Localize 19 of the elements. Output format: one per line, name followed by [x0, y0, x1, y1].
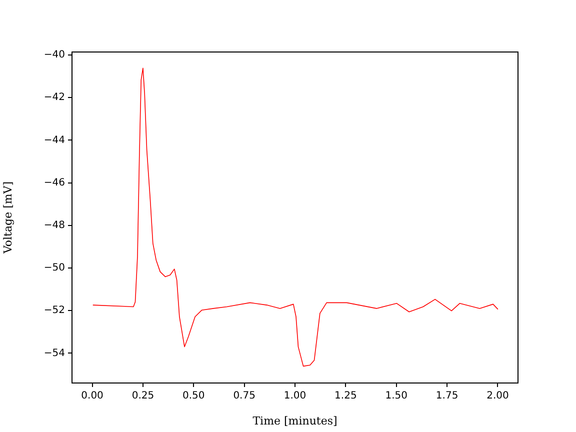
x-tick-label: 1.25 [334, 390, 357, 402]
x-tick-label: 0.00 [81, 390, 104, 402]
x-tick-label: 0.25 [132, 390, 154, 402]
y-tick-label: −40 [44, 50, 65, 61]
x-tick-label: 2.00 [486, 390, 509, 402]
x-tick-label: 0.75 [233, 390, 256, 402]
x-tick-label: 0.50 [182, 390, 205, 402]
x-axis-title: Time [minutes] [252, 414, 338, 428]
y-tick-label: −46 [44, 177, 65, 188]
x-tick-label: 1.75 [436, 390, 458, 402]
y-axis-title: Voltage [mV] [1, 181, 14, 255]
y-tick-label: −50 [44, 262, 65, 274]
x-tick-label: 1.00 [284, 390, 306, 402]
y-tick-label: −48 [44, 220, 65, 231]
y-tick-label: −52 [44, 305, 65, 316]
y-tick-label: −44 [44, 134, 65, 146]
y-tick-label: −42 [44, 92, 65, 104]
y-tick-label: −54 [44, 348, 65, 359]
x-tick-label: 1.50 [385, 390, 408, 402]
